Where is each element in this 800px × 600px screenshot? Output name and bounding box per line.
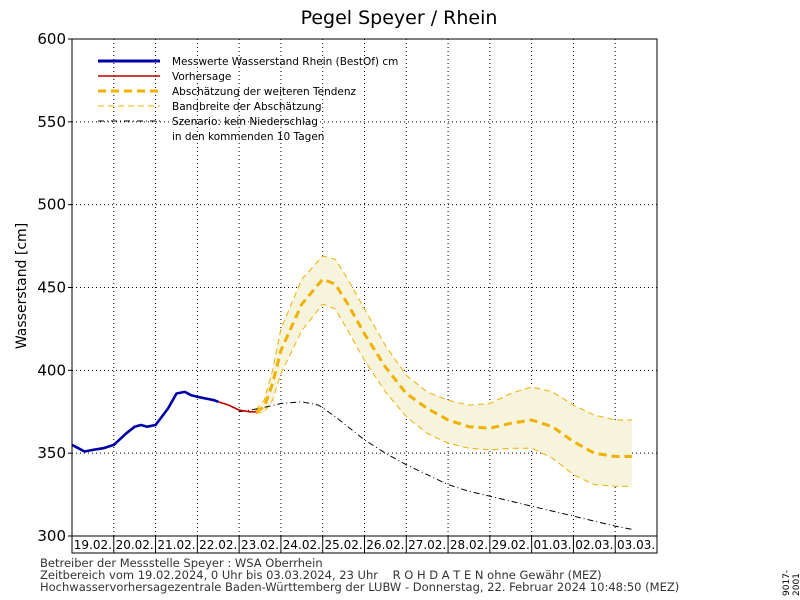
x-tick-label-10: 29.02. [492, 538, 530, 552]
x-tick-label-11: 01.03. [533, 538, 571, 552]
x-tick-label-1: 20.02. [116, 538, 154, 552]
legend-label-0: Messwerte Wasserstand Rhein (BestOf) cm [172, 56, 398, 68]
band-upper-series [255, 255, 632, 421]
range-band-fill [255, 256, 632, 487]
axes [68, 38, 658, 554]
legend-label-1: Vorhersage [172, 71, 231, 83]
measured-series [71, 390, 219, 453]
x-tick-label-7: 26.02. [366, 538, 404, 552]
x-tick-label-9: 28.02. [450, 538, 488, 552]
x-tick-label-5: 24.02. [283, 538, 321, 552]
forecast-series [218, 401, 258, 413]
chart-title: Pegel Speyer / Rhein [301, 7, 498, 29]
x-tick-label-12: 02.03. [575, 538, 613, 552]
footer-center: Hochwasservorhersagezentrale Baden-Württ… [40, 580, 680, 594]
y-tick-label-600: 600 [37, 30, 66, 48]
side-code: 9017-2001 [782, 569, 800, 596]
y-tick-label-350: 350 [37, 444, 66, 462]
tendency-series [255, 277, 632, 458]
no-rain-scenario-series [239, 401, 632, 530]
legend-label-4: Szenario: kein Niederschlag [172, 116, 318, 128]
footer-operator: Betreiber der Messstelle Speyer : WSA Ob… [40, 556, 323, 570]
x-tick-label-3: 22.02. [199, 538, 237, 552]
legend: Messwerte Wasserstand Rhein (BestOf) cm V… [98, 56, 398, 143]
footer-time-range: Zeitbereich vom 19.02.2024, 0 Uhr bis 03… [40, 568, 602, 582]
range-band [255, 256, 632, 487]
x-tick-label-0: 19.02. [74, 538, 112, 552]
y-tick-label-450: 450 [37, 279, 66, 297]
y-tick-label-500: 500 [37, 196, 66, 214]
y-tick-label-400: 400 [37, 361, 66, 379]
y-tick-label-550: 550 [37, 113, 66, 131]
x-tick-label-6: 25.02. [325, 538, 363, 552]
band-lower-series [255, 303, 632, 487]
x-tick-label-13: 03.03. [617, 538, 655, 552]
legend-label-5: in den kommenden 10 Tagen [172, 131, 324, 143]
series-group [71, 255, 632, 530]
y-tick-labels: 300 350 400 450 500 550 600 [37, 30, 66, 545]
x-tick-label-2: 21.02. [157, 538, 195, 552]
x-tick-label-8: 27.02. [408, 538, 446, 552]
y-axis-label: Wasserstand [cm] [14, 223, 30, 349]
legend-label-3: Bandbreite der Abschätzung [172, 101, 322, 113]
legend-label-2: Abschätzung der weiteren Tendenz [172, 86, 357, 98]
x-tick-labels: 19.02. 20.02. 21.02. 22.02. 23.02. 24.02. 25.0… [74, 538, 655, 552]
y-tick-label-300: 300 [37, 527, 66, 545]
x-tick-label-4: 23.02. [241, 538, 279, 552]
